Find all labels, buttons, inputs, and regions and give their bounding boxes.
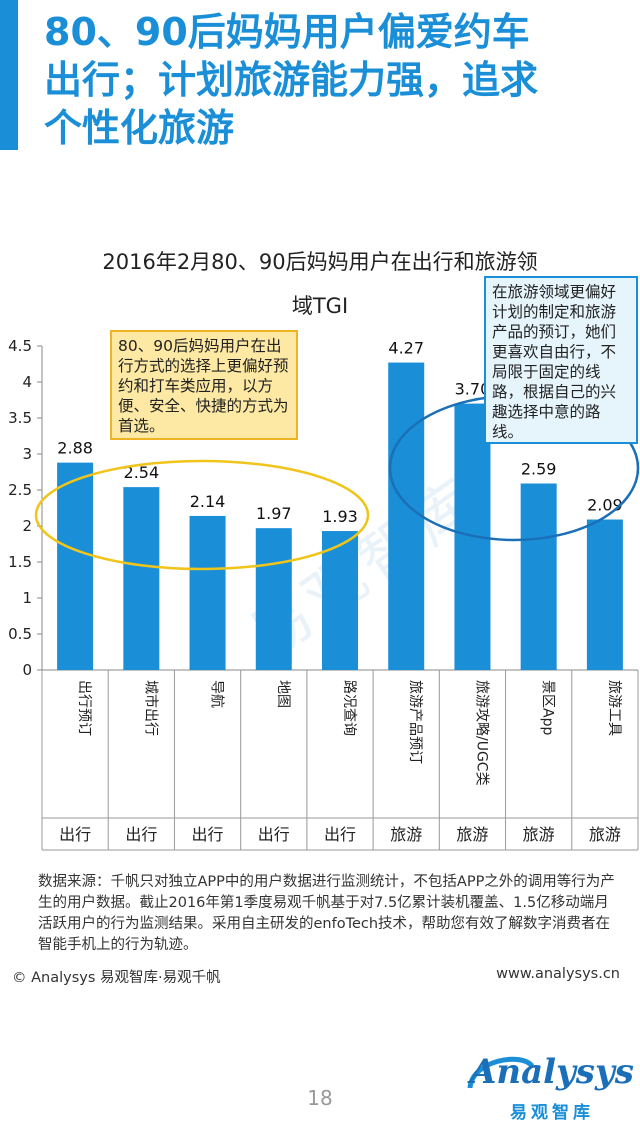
group-label: 旅游: [390, 825, 422, 844]
category-label: 景区App: [540, 680, 556, 735]
bar-value-label: 4.27: [388, 339, 424, 358]
tourism-callout: 在旅游领域更偏好计划的制定和旅游产品的预订，她们更喜欢自由行，不局限于固定的线路…: [484, 276, 638, 444]
copyright-text: © Analysys 易观智库·易观千帆: [12, 970, 221, 986]
group-label: 出行: [258, 825, 290, 844]
bar-value-label: 2.54: [124, 463, 160, 482]
bar: [586, 519, 623, 670]
travel-mode-callout: 80、90后妈妈用户在出行方式的选择上更偏好预约和打车类应用，以方便、安全、快捷…: [110, 330, 298, 440]
bar-value-label: 1.93: [322, 507, 358, 526]
y-tick-label: 2: [22, 517, 32, 535]
page-title-line: 出行；计划旅游能力强，追求: [44, 58, 539, 102]
bar-value-label: 2.88: [57, 439, 93, 458]
logo-subtitle: 易观智库: [510, 1103, 594, 1123]
page-title-line: 80、90后妈妈用户偏爱约车: [44, 10, 530, 54]
y-tick-label: 4: [22, 373, 32, 391]
data-source-note: 数据来源：千帆只对独立APP中的用户数据进行监测统计，不包括APP之外的调用等行…: [38, 874, 615, 953]
bar: [189, 515, 226, 670]
y-tick-label: 3: [22, 445, 32, 463]
bar-value-label: 1.97: [256, 504, 292, 523]
chart-title-line: 域TGI: [291, 294, 349, 318]
page-number: 18: [307, 1086, 333, 1110]
chart-title: 2016年2月80、90后妈妈用户在出行和旅游领 域TGI: [60, 240, 580, 328]
group-label: 旅游: [589, 825, 621, 844]
category-label: 旅游工具: [606, 680, 622, 736]
category-label: 路况查询: [341, 680, 357, 736]
website-link[interactable]: www.analysys.cn: [496, 966, 620, 982]
bar-value-label: 2.14: [190, 492, 226, 511]
group-label: 出行: [59, 825, 91, 844]
bar: [388, 362, 425, 670]
category-label: 城市出行: [142, 680, 159, 736]
y-tick-label: 1.5: [8, 553, 32, 571]
bar: [322, 531, 358, 670]
group-label: 旅游: [523, 825, 555, 844]
y-tick-label: 2.5: [8, 481, 32, 499]
bar-value-label: 2.59: [521, 460, 557, 479]
bar: [57, 462, 94, 670]
group-label: 出行: [324, 825, 356, 844]
chart-title-line: 2016年2月80、90后妈妈用户在出行和旅游领: [102, 250, 538, 274]
group-label: 出行: [192, 825, 224, 844]
analysys-logo-swoosh-icon: [467, 1056, 535, 1089]
y-tick-label: 1: [22, 589, 32, 607]
category-label: 地图: [275, 680, 291, 708]
group-label: 旅游: [456, 825, 488, 844]
category-label: 旅游攻略/UGC类: [473, 680, 489, 786]
bar: [255, 528, 292, 670]
bar-value-label: 2.09: [587, 496, 623, 515]
page-title-line: 个性化旅游: [44, 106, 235, 150]
group-label: 出行: [125, 825, 157, 844]
bar: [520, 483, 557, 670]
y-tick-label: 0: [22, 661, 32, 679]
category-label: 导航: [209, 680, 225, 708]
page-title: 80、90后妈妈用户偏爱约车 出行；计划旅游能力强，追求 个性化旅游: [44, 8, 634, 152]
y-tick-label: 3.5: [8, 409, 32, 427]
logo-name: Analysys: [470, 1052, 634, 1092]
travel-highlight-ellipse: [34, 459, 370, 571]
y-tick-label: 0.5: [8, 625, 32, 643]
category-label: 旅游产品预订: [407, 680, 423, 764]
title-accent-bar: [0, 0, 18, 150]
bar: [123, 487, 160, 670]
bar-value-label: 3.70: [455, 380, 491, 399]
y-tick-label: 4.5: [8, 337, 32, 355]
category-label: 出行预订: [76, 680, 92, 736]
